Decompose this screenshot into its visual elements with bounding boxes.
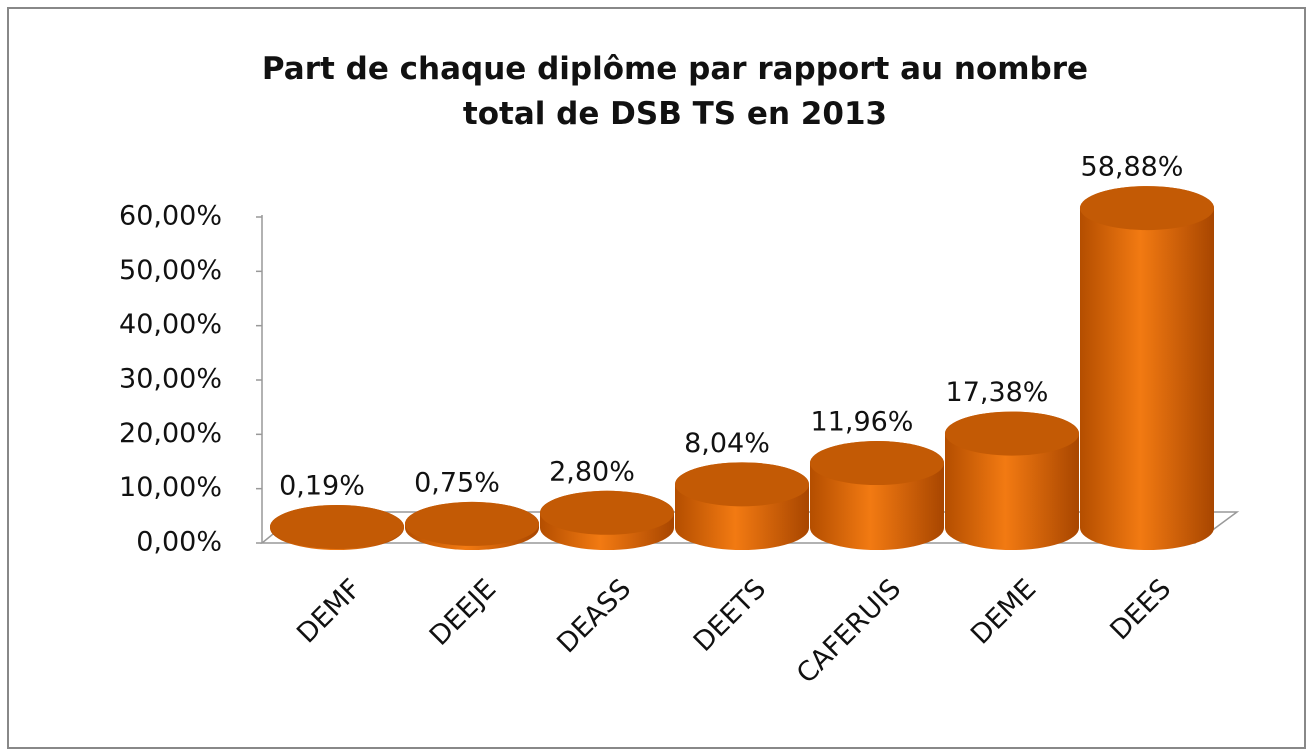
- y-tick-label: 60,00%: [119, 201, 222, 232]
- chart-title: Part de chaque diplôme par rapport au no…: [262, 51, 1088, 132]
- bar-top: [945, 411, 1079, 456]
- y-tick-label: 0,00%: [136, 527, 222, 558]
- value-label: 0,75%: [414, 467, 500, 498]
- value-label: 58,88%: [1081, 152, 1184, 183]
- y-tick-label: 10,00%: [119, 472, 222, 503]
- value-label: 11,96%: [811, 407, 914, 438]
- value-label: 17,38%: [946, 377, 1049, 408]
- bar-top: [810, 441, 944, 486]
- bar-top: [1080, 186, 1214, 231]
- value-label: 2,80%: [549, 456, 635, 487]
- bar-body: [1080, 186, 1214, 551]
- bar-top: [675, 462, 809, 507]
- y-tick-label: 50,00%: [119, 255, 222, 286]
- value-label: 8,04%: [684, 428, 770, 459]
- bar-top: [405, 501, 539, 546]
- value-label: 0,19%: [279, 470, 365, 501]
- bar-top: [270, 504, 404, 549]
- bar-top: [540, 490, 674, 535]
- y-tick-label: 30,00%: [119, 364, 222, 395]
- y-tick-label: 20,00%: [119, 418, 222, 449]
- y-tick-label: 40,00%: [119, 309, 222, 340]
